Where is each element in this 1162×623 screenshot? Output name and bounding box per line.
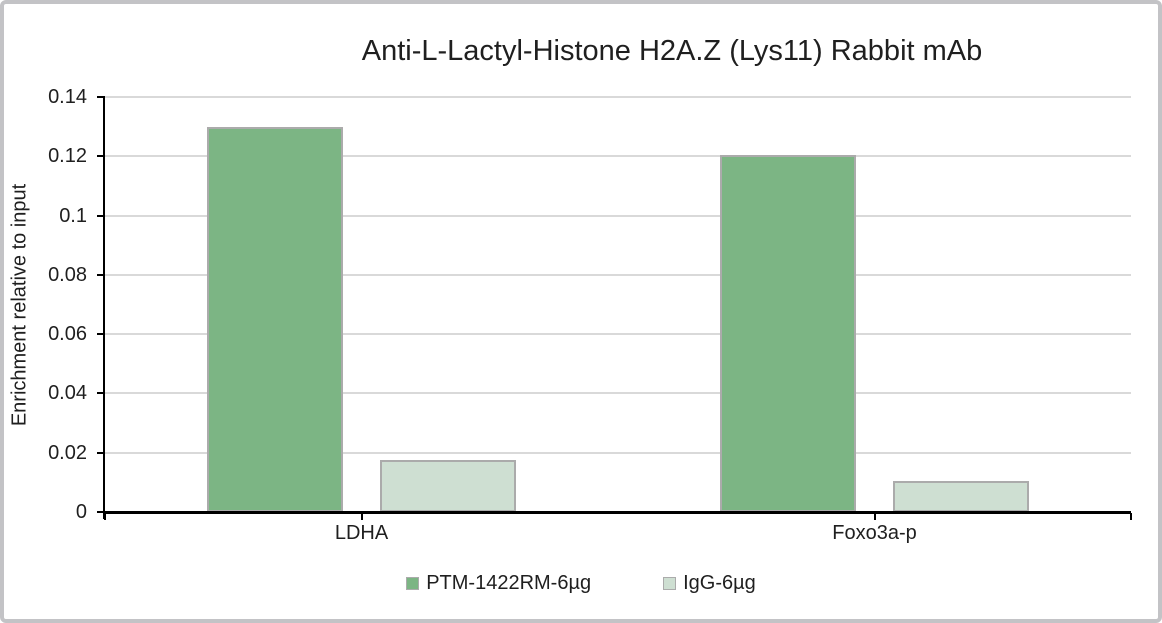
y-tick-label: 0.12 <box>48 145 87 168</box>
legend-label: IgG-6µg <box>683 572 756 594</box>
legend-item: IgG-6µg <box>663 572 756 595</box>
bar-LDHA-series-1 <box>207 126 343 512</box>
legend: PTM-1422RM-6µg IgG-6µg <box>4 572 1158 595</box>
legend-marker-icon <box>406 577 420 590</box>
x-axis-line <box>105 511 1131 514</box>
y-tick-mark <box>97 392 105 395</box>
x-tick-mark <box>104 513 106 520</box>
gridline <box>105 155 1131 158</box>
y-tick-mark <box>97 214 105 217</box>
legend-marker-icon <box>663 577 677 590</box>
bar-Foxo3a-p-series-2 <box>893 481 1029 512</box>
y-tick-label: 0 <box>75 501 87 523</box>
gridline <box>105 214 1131 217</box>
x-category-label: LDHA <box>334 522 389 544</box>
y-tick-mark <box>97 511 105 513</box>
x-category-label: Foxo3a-p <box>832 522 917 544</box>
y-tick-label: 0.06 <box>48 323 87 346</box>
y-tick-label: 0.08 <box>48 263 87 286</box>
gridline <box>105 96 1131 98</box>
y-tick-mark <box>97 333 105 336</box>
y-tick-label: 0.1 <box>59 204 87 227</box>
x-tick-mark <box>873 513 876 520</box>
y-tick-mark <box>97 273 105 276</box>
y-tick-mark <box>97 96 105 98</box>
gridline <box>105 273 1131 276</box>
x-tick-mark <box>360 513 363 520</box>
gridline <box>105 392 1131 395</box>
y-axis-line <box>103 97 105 519</box>
y-tick-mark <box>97 451 105 454</box>
y-tick-label: 0.04 <box>48 382 87 405</box>
gridline <box>105 333 1131 336</box>
y-tick-label: 0.14 <box>48 86 87 108</box>
bar-Foxo3a-p-series-1 <box>720 154 856 512</box>
chart-title: Anti-L-Lactyl-Histone H2A.Z (Lys11) Rabb… <box>361 35 983 67</box>
legend-item: PTM-1422RM-6µg <box>406 572 591 595</box>
y-tick-mark <box>97 155 105 158</box>
gridline <box>105 451 1131 454</box>
x-tick-mark <box>1130 513 1132 520</box>
bar-LDHA-series-2 <box>380 459 516 512</box>
legend-label: PTM-1422RM-6µg <box>426 572 592 594</box>
y-tick-label: 0.02 <box>48 441 87 464</box>
